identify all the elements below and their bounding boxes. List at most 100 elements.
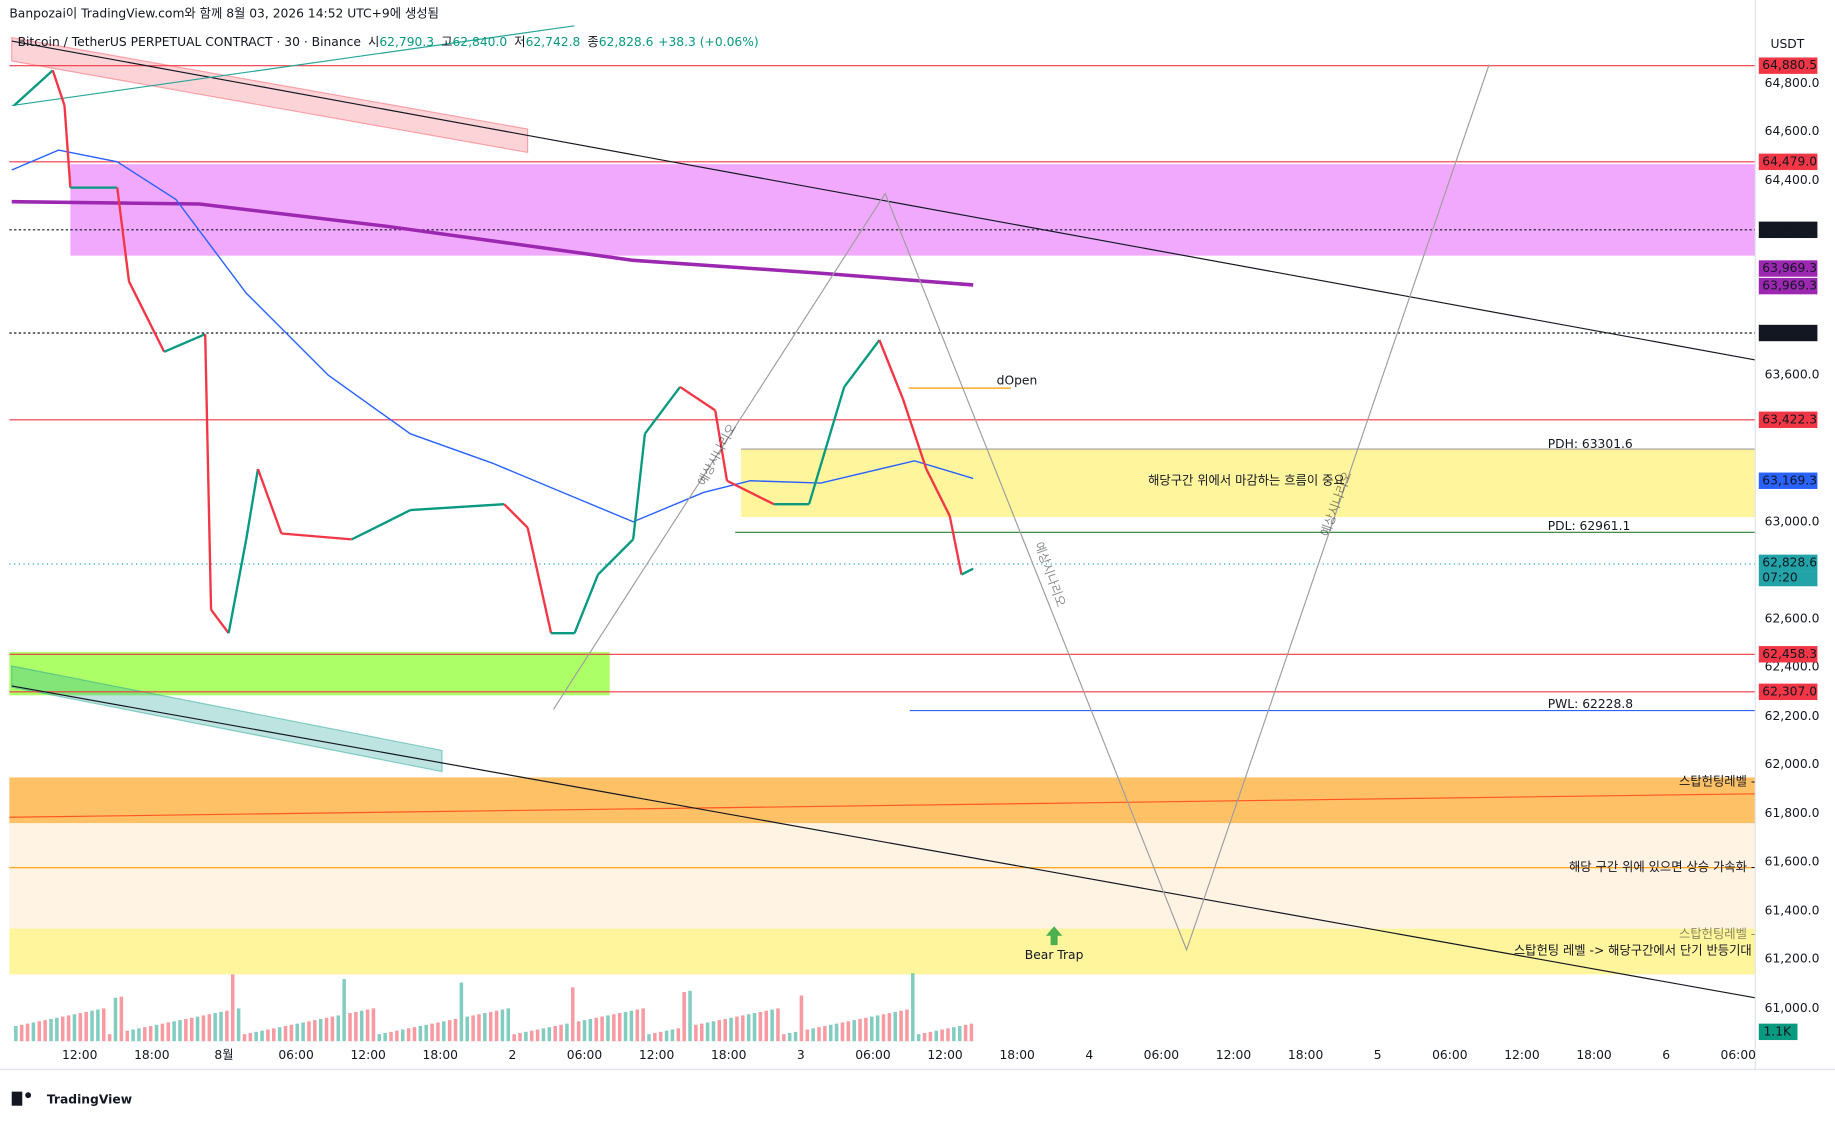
time-label: 18:00 [134, 1048, 169, 1062]
volume-bar [817, 1027, 821, 1042]
price-label-bg [1758, 260, 1818, 277]
volume-bar [764, 1010, 769, 1042]
volume-bar [96, 1009, 100, 1042]
volume-bar [922, 1033, 927, 1042]
volume-bar [465, 1016, 470, 1042]
volume-bar [606, 1015, 610, 1042]
price-label: 63,969.3 [1762, 279, 1817, 293]
volume-bar [529, 1030, 534, 1042]
volume-bar [506, 1008, 511, 1042]
logo-mark [11, 1091, 23, 1106]
price-segment [960, 567, 974, 576]
price-segment [410, 503, 505, 512]
volume-bar [834, 1023, 839, 1042]
volume-bar [248, 1033, 253, 1042]
volume-bar [178, 1020, 182, 1042]
volume-bar [887, 1013, 892, 1042]
annotation: 예상시나리오 [695, 421, 739, 488]
volume-bar [442, 1021, 446, 1042]
volume-bar [617, 1013, 622, 1042]
volume-bar [236, 1008, 241, 1042]
price-segment [503, 503, 529, 529]
time-label: 06:00 [1721, 1048, 1756, 1062]
peach-zone [9, 823, 1756, 929]
trend-line [11, 40, 1756, 361]
price-label-bg [1758, 277, 1818, 295]
volume-bar [840, 1022, 845, 1042]
ohlc-label: 종 [587, 35, 598, 49]
time-label: 18:00 [711, 1048, 746, 1062]
time-label: 18:00 [1576, 1048, 1611, 1062]
volume-bar [787, 1033, 792, 1042]
annotation: 스탑헌팅레벨 - [1679, 927, 1755, 941]
change: +38.3 (+0.06%) [658, 35, 759, 49]
ohlc-value: 62,840.0 [452, 35, 507, 49]
price-segment [281, 532, 352, 541]
price-label: 63,969.3 [1762, 261, 1817, 275]
volume-bar [436, 1022, 440, 1042]
volume-bar [682, 991, 686, 1042]
volume-bar [213, 1013, 217, 1042]
price-segment [597, 538, 634, 576]
volume-bar [342, 979, 346, 1042]
price-tick-label: 63,600.0 [1765, 368, 1820, 382]
volume-bar [254, 1031, 258, 1042]
volume-bar [875, 1015, 880, 1042]
volume-bar [746, 1014, 751, 1042]
volume-bar [969, 1023, 974, 1042]
volume-bar [19, 1024, 24, 1042]
price-tick-label: 64,800.0 [1765, 76, 1820, 90]
volume-bar [588, 1018, 593, 1042]
ma-blue [11, 149, 974, 523]
annotation: PDH: 63301.6 [1548, 437, 1633, 451]
volume-bar [957, 1025, 962, 1042]
scenario-path [552, 64, 1490, 952]
price-label-bg [1758, 153, 1818, 171]
price-label-bg [1758, 472, 1818, 489]
volume-bar [31, 1022, 36, 1042]
price-tick-label: 61,000.0 [1765, 1001, 1820, 1015]
volume-bar [412, 1027, 417, 1042]
volume-bar [389, 1031, 393, 1042]
volume-bar [494, 1010, 499, 1042]
volume-bar [864, 1017, 868, 1042]
volume-bar [219, 1011, 223, 1042]
time-label: 06:00 [567, 1048, 602, 1062]
volume-bar [55, 1017, 59, 1042]
volume-bar [893, 1011, 897, 1042]
volume-bar [559, 1024, 563, 1042]
time-label: 18:00 [423, 1048, 458, 1062]
annotation: 스탑헌팅 레벨 -> 해당구간에서 단기 반등기대 [1514, 943, 1752, 957]
volume-bar [770, 1009, 774, 1042]
volume-bar [14, 1025, 18, 1042]
price-segment [526, 527, 553, 634]
time-label: 2 [508, 1048, 516, 1062]
price-label-bg [1758, 57, 1818, 74]
volume-bar [752, 1013, 757, 1042]
volume-bar [688, 990, 692, 1042]
volume-bar [154, 1024, 159, 1042]
volume-bar [72, 1014, 77, 1042]
symbol-line: Bitcoin / TetherUS PERPETUAL CONTRACT · … [18, 35, 759, 49]
volume-bar [600, 1016, 604, 1042]
price-segment [878, 339, 904, 400]
volume-bar [828, 1024, 833, 1042]
volume-bar [582, 1020, 587, 1042]
volume-bar [354, 1011, 358, 1042]
annotation: 해당 구간 위에 있으면 상승 가속화 - [1569, 860, 1755, 874]
volume-bar [483, 1013, 487, 1042]
volume-bar [576, 1021, 581, 1042]
volume-bar [295, 1023, 299, 1042]
price-label: 64,201.8 [1762, 222, 1817, 236]
volume-bar [125, 1030, 129, 1042]
bear-trap-arrow [1045, 926, 1063, 946]
ma-purple [11, 199, 974, 287]
volume-bar [60, 1016, 65, 1042]
volume-bar [330, 1016, 335, 1042]
volume-bar [963, 1024, 968, 1042]
price-segment [163, 333, 206, 353]
price-segment [13, 69, 54, 107]
price-segment [807, 386, 846, 505]
